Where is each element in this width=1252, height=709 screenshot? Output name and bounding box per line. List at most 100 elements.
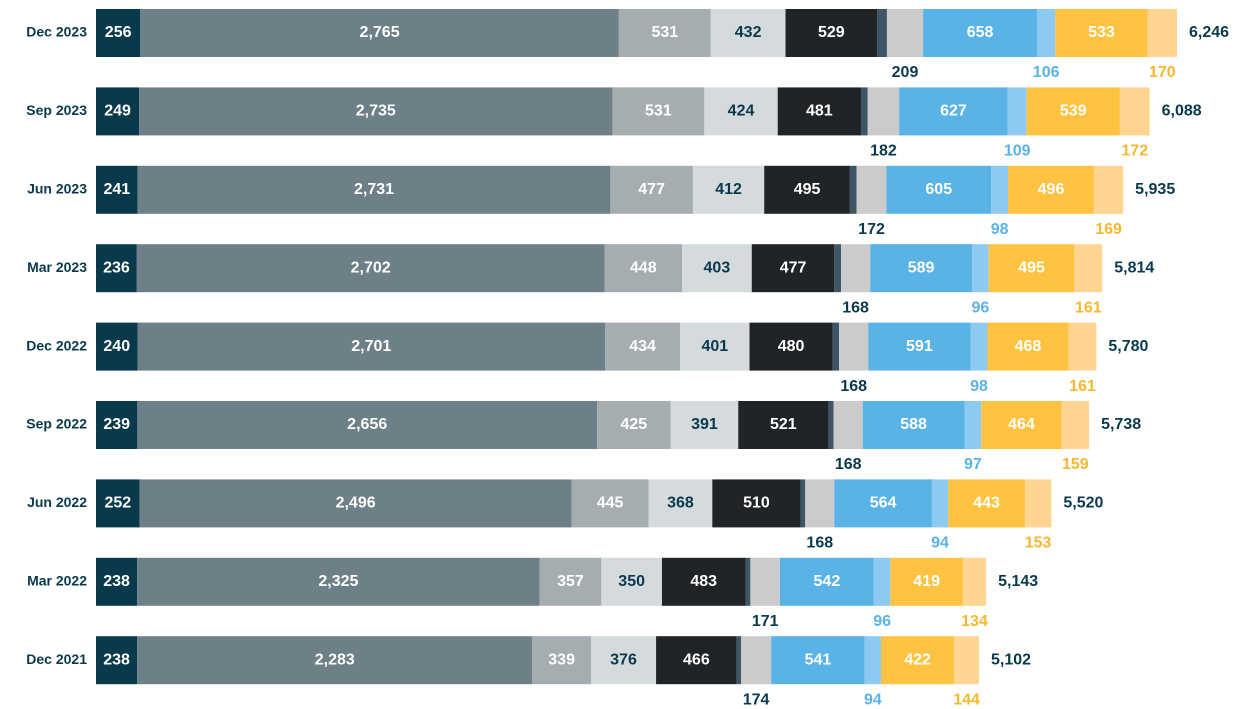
bar-segment xyxy=(712,479,801,528)
bar-segment xyxy=(96,401,138,449)
bar-segment xyxy=(899,87,1008,136)
segment-label: 445 xyxy=(597,495,624,512)
segment-label: 424 xyxy=(728,103,755,120)
segment-label: 170 xyxy=(1149,64,1176,81)
segment-label: 238 xyxy=(103,573,130,590)
segment-label: 376 xyxy=(610,651,637,668)
segment-label: 589 xyxy=(908,259,935,276)
segment-label: 542 xyxy=(814,573,841,590)
bar-segment xyxy=(764,165,850,214)
segment-label: 605 xyxy=(925,181,952,198)
bar-segment xyxy=(137,636,533,685)
bar-segment xyxy=(96,244,137,293)
bar-segment xyxy=(839,322,869,371)
segment-label: 98 xyxy=(970,378,988,395)
bar-segment xyxy=(96,9,141,57)
bar-segment xyxy=(604,244,683,293)
bar-segment xyxy=(886,9,924,57)
bar-segment xyxy=(618,9,711,57)
bar-segment xyxy=(800,479,806,528)
segment-label: 422 xyxy=(904,651,931,668)
bar-segment xyxy=(601,557,662,606)
segment-label: 241 xyxy=(104,181,131,198)
segment-label: 627 xyxy=(940,103,967,120)
bar-segment xyxy=(890,557,963,606)
bar-segment xyxy=(590,636,657,685)
segment-label: 419 xyxy=(913,573,940,590)
bar-segment xyxy=(738,401,829,449)
bar-segment xyxy=(828,401,834,449)
segment-label: 403 xyxy=(704,259,731,276)
bar-segment xyxy=(532,636,591,685)
bar-segment xyxy=(610,165,693,214)
bar-segment xyxy=(1008,165,1094,214)
segment-label: 144 xyxy=(953,691,980,708)
bar-segment xyxy=(1036,9,1056,57)
bar-segment xyxy=(96,322,138,371)
segment-label: 425 xyxy=(620,416,647,433)
segment-label: 171 xyxy=(752,613,779,630)
segment-label: 168 xyxy=(840,378,867,395)
bar-segment xyxy=(873,557,891,606)
bar-segment xyxy=(96,557,138,606)
total-label: 5,520 xyxy=(1063,495,1103,512)
segment-label: 533 xyxy=(1088,24,1115,41)
segment-label: 240 xyxy=(103,338,130,355)
bar-segment xyxy=(1061,401,1090,449)
bar-segment xyxy=(661,557,746,606)
total-label: 6,088 xyxy=(1162,103,1202,120)
segment-label: 443 xyxy=(973,495,1000,512)
bar-segment xyxy=(832,322,840,371)
segment-label: 401 xyxy=(701,338,728,355)
segment-label: 249 xyxy=(104,103,131,120)
segment-label: 106 xyxy=(1033,64,1060,81)
segment-label: 2,283 xyxy=(315,651,355,668)
bar-segment xyxy=(1007,87,1027,136)
segment-label: 357 xyxy=(557,573,584,590)
bar-segment xyxy=(970,322,988,371)
segment-label: 168 xyxy=(842,299,869,316)
bar-segment xyxy=(741,636,772,685)
bar-segment xyxy=(987,322,1069,371)
bar-segment xyxy=(870,244,973,293)
bar-segment xyxy=(539,557,602,606)
segment-label: 159 xyxy=(1062,456,1089,473)
bar-segment xyxy=(751,244,835,293)
segment-label: 477 xyxy=(638,181,665,198)
bar-segment xyxy=(139,479,572,528)
category-label: Dec 2023 xyxy=(26,24,87,40)
segment-label: 464 xyxy=(1008,416,1035,433)
segment-label: 466 xyxy=(683,651,710,668)
segment-label: 109 xyxy=(1004,143,1031,160)
segment-label: 94 xyxy=(864,691,882,708)
bar-segment xyxy=(1074,244,1103,293)
category-label: Jun 2022 xyxy=(27,494,87,510)
total-label: 5,780 xyxy=(1108,338,1148,355)
bar-segment xyxy=(954,636,980,685)
bar-segment xyxy=(988,244,1075,293)
segment-label: 412 xyxy=(715,181,742,198)
bar-segment xyxy=(867,87,900,136)
segment-label: 172 xyxy=(1121,143,1148,160)
segment-label: 350 xyxy=(618,573,645,590)
segment-label: 2,496 xyxy=(336,495,376,512)
segment-label: 96 xyxy=(873,613,891,630)
segment-label: 134 xyxy=(961,613,988,630)
bar-segment xyxy=(750,557,780,606)
bar-segment xyxy=(962,557,987,606)
segment-label: 477 xyxy=(780,259,807,276)
bar-segment xyxy=(1093,165,1124,214)
segment-label: 98 xyxy=(991,221,1009,238)
segment-label: 495 xyxy=(794,181,821,198)
bar-segment xyxy=(849,165,857,214)
bar-segment xyxy=(648,479,713,528)
segment-label: 448 xyxy=(630,259,657,276)
bar-segment xyxy=(1147,9,1177,57)
segment-label: 172 xyxy=(858,221,885,238)
category-label: Dec 2021 xyxy=(26,651,87,667)
bar-segment xyxy=(981,401,1062,449)
segment-label: 339 xyxy=(548,651,575,668)
segment-label: 2,731 xyxy=(354,181,394,198)
bar-segment xyxy=(1068,322,1097,371)
segment-label: 2,701 xyxy=(351,338,391,355)
